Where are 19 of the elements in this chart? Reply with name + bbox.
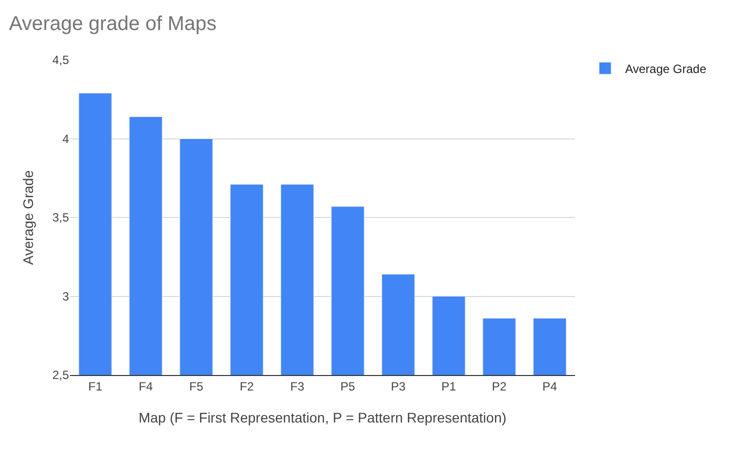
y-tick-label: 4 (62, 132, 70, 146)
y-axis-title: Average Grade (20, 170, 36, 265)
x-tick-label: P5 (340, 379, 356, 394)
y-tick-label: 4,5 (52, 53, 70, 68)
x-axis-title: Map (F = First Representation, P = Pattern Representation) (138, 410, 506, 426)
x-tick-label: F2 (240, 379, 254, 394)
y-tick-label: 3,5 (52, 210, 70, 225)
chart-title: Average grade of Maps (8, 12, 216, 35)
x-tick-label: P2 (492, 379, 507, 394)
x-tick-label: P1 (441, 379, 456, 394)
x-tick-label: F3 (290, 379, 305, 394)
y-tick-label: 3 (62, 289, 70, 304)
x-tick-label: P3 (390, 379, 406, 394)
x-tick-label: P4 (542, 379, 558, 394)
x-tick-label: F4 (138, 379, 154, 394)
y-tick-label: 2,5 (52, 368, 70, 382)
x-tick-label: F1 (88, 379, 103, 394)
legend-label: Average Grade (625, 62, 707, 76)
x-tick-label: F5 (189, 379, 204, 394)
